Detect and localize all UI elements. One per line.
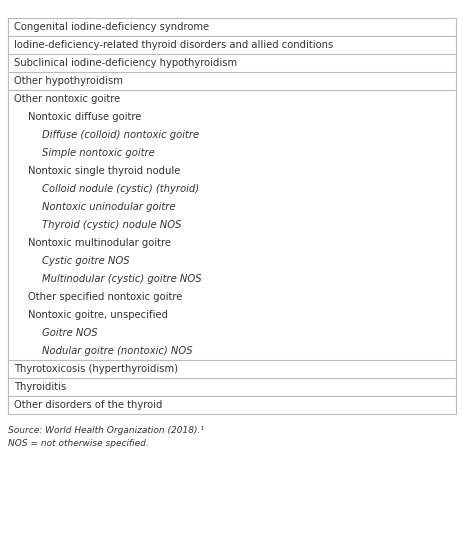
Text: Diffuse (colloid) nontoxic goitre: Diffuse (colloid) nontoxic goitre	[42, 130, 199, 140]
Bar	[8, 378, 456, 396]
Bar	[8, 396, 456, 414]
Bar	[8, 342, 456, 360]
Bar	[8, 270, 456, 288]
Text: Other specified nontoxic goitre: Other specified nontoxic goitre	[28, 292, 182, 302]
Text: Other disorders of the thyroid: Other disorders of the thyroid	[14, 400, 163, 410]
Bar	[8, 144, 456, 162]
Text: Thyrotoxicosis (hyperthyroidism): Thyrotoxicosis (hyperthyroidism)	[14, 364, 178, 374]
Bar	[8, 198, 456, 216]
Text: Goitre NOS: Goitre NOS	[42, 328, 98, 338]
Bar	[8, 36, 456, 54]
Bar	[8, 108, 456, 126]
Bar	[8, 18, 456, 36]
Text: Iodine-deficiency-related thyroid disorders and allied conditions: Iodine-deficiency-related thyroid disord…	[14, 40, 333, 50]
Text: Nontoxic multinodular goitre: Nontoxic multinodular goitre	[28, 238, 171, 248]
Bar	[8, 252, 456, 270]
Text: Source: World Health Organization (2018).¹: Source: World Health Organization (2018)…	[8, 426, 204, 435]
Bar	[8, 360, 456, 378]
Text: Subclinical iodine-deficiency hypothyroidism: Subclinical iodine-deficiency hypothyroi…	[14, 58, 237, 68]
Text: Nontoxic diffuse goitre: Nontoxic diffuse goitre	[28, 112, 141, 122]
Text: Congenital iodine-deficiency syndrome: Congenital iodine-deficiency syndrome	[14, 22, 209, 32]
Bar	[8, 126, 456, 144]
Bar	[8, 288, 456, 306]
Text: Other hypothyroidism: Other hypothyroidism	[14, 76, 123, 86]
Text: Nontoxic uninodular goitre: Nontoxic uninodular goitre	[42, 202, 175, 212]
Text: Colloid nodule (cystic) (thyroid): Colloid nodule (cystic) (thyroid)	[42, 184, 199, 194]
Text: Nodular goitre (nontoxic) NOS: Nodular goitre (nontoxic) NOS	[42, 346, 192, 356]
Bar	[8, 234, 456, 252]
Text: Multinodular (cystic) goitre NOS: Multinodular (cystic) goitre NOS	[42, 274, 201, 284]
Text: Cystic goitre NOS: Cystic goitre NOS	[42, 256, 129, 266]
Text: Thyroid (cystic) nodule NOS: Thyroid (cystic) nodule NOS	[42, 220, 182, 230]
Bar	[8, 90, 456, 108]
Bar	[8, 180, 456, 198]
Bar	[8, 306, 456, 324]
Text: Simple nontoxic goitre: Simple nontoxic goitre	[42, 148, 155, 158]
Bar	[8, 162, 456, 180]
Text: Nontoxic single thyroid nodule: Nontoxic single thyroid nodule	[28, 166, 181, 176]
Text: Other nontoxic goitre: Other nontoxic goitre	[14, 94, 120, 104]
Bar	[8, 216, 456, 234]
Text: Nontoxic goitre, unspecified: Nontoxic goitre, unspecified	[28, 310, 168, 320]
Text: Thyroiditis: Thyroiditis	[14, 382, 66, 392]
Bar	[8, 54, 456, 72]
Bar	[8, 324, 456, 342]
Text: NOS = not otherwise specified.: NOS = not otherwise specified.	[8, 439, 149, 448]
Bar	[8, 72, 456, 90]
